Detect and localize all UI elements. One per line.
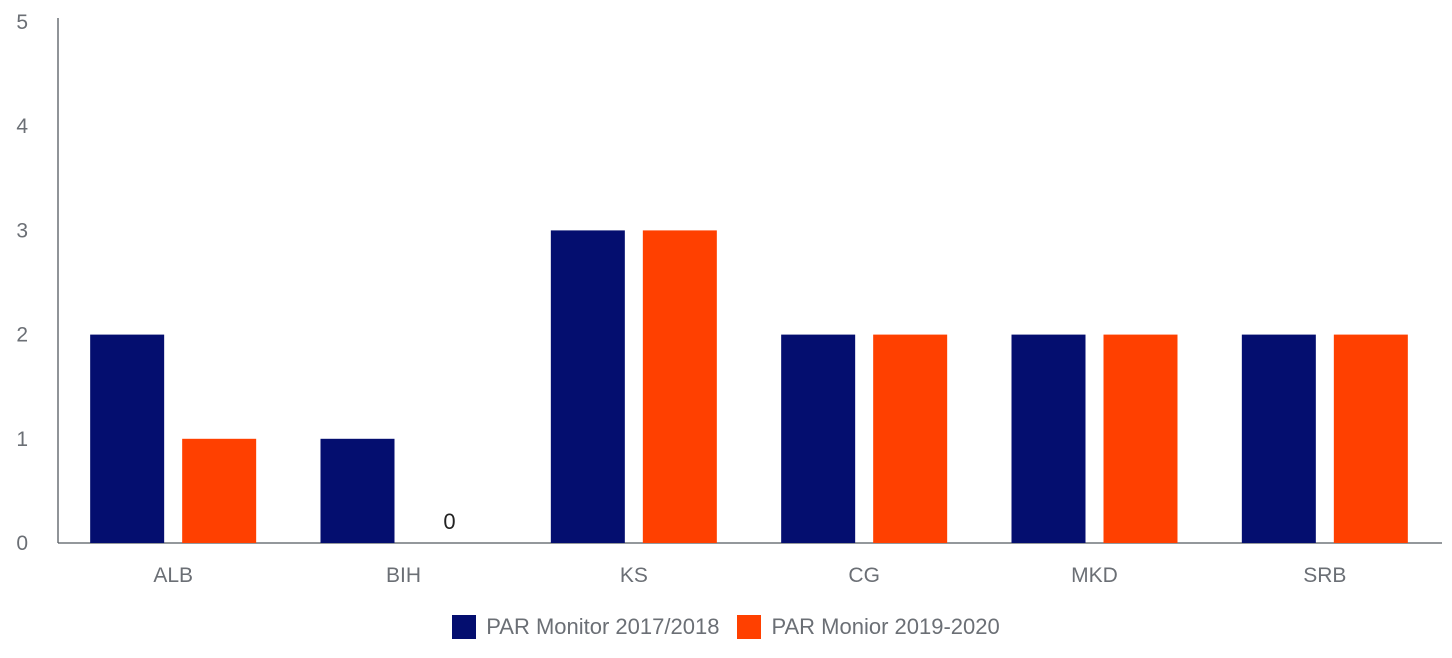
legend-label: PAR Monior 2019-2020 (771, 614, 1000, 639)
x-tick-label: SRB (1303, 564, 1346, 587)
y-tick-label: 3 (16, 219, 28, 242)
y-tick-label: 4 (16, 115, 28, 138)
bar-srb-series-1 (1241, 334, 1316, 543)
bar-ks-series-1 (550, 230, 625, 543)
bar-cg-series-1 (781, 334, 856, 543)
x-axis: ALB BIH KS CG MKD SRB (58, 542, 1442, 587)
bar-mkd-series-1 (1011, 334, 1086, 543)
x-tick-label: CG (848, 564, 880, 587)
x-tick-label: MKD (1071, 564, 1118, 587)
x-tick-label: KS (620, 564, 648, 587)
legend-item: PAR Monior 2019-2020 (737, 614, 1000, 640)
bar-bih-series-1 (320, 438, 395, 543)
y-tick-label: 0 (16, 532, 28, 555)
data-label: 0 (443, 509, 455, 534)
x-tick-label: BIH (386, 564, 421, 587)
bar-srb-series-2 (1333, 334, 1408, 543)
legend-label: PAR Monitor 2017/2018 (486, 614, 720, 639)
bar-alb-series-2 (182, 438, 257, 543)
bar-cg-series-2 (873, 334, 948, 543)
legend-swatch (452, 615, 477, 639)
bar-chart: 0 1 2 3 4 5 ALB BIH KS CG MKD SRB 0 (16, 11, 1442, 587)
data-labels: 0 (443, 509, 455, 534)
legend-item: PAR Monitor 2017/2018 (452, 614, 719, 640)
y-tick-label: 2 (16, 324, 28, 347)
legend: PAR Monitor 2017/2018 PAR Monior 2019-202… (0, 614, 1452, 640)
x-tick-label: ALB (153, 564, 193, 587)
bar-alb-series-1 (90, 334, 165, 543)
legend-swatch (737, 615, 762, 639)
y-axis: 0 1 2 3 4 5 (16, 11, 59, 555)
bar-mkd-series-2 (1103, 334, 1178, 543)
y-tick-label: 5 (16, 11, 28, 34)
bar-ks-series-2 (642, 230, 717, 543)
bars (90, 230, 1408, 543)
y-tick-label: 1 (16, 428, 28, 451)
